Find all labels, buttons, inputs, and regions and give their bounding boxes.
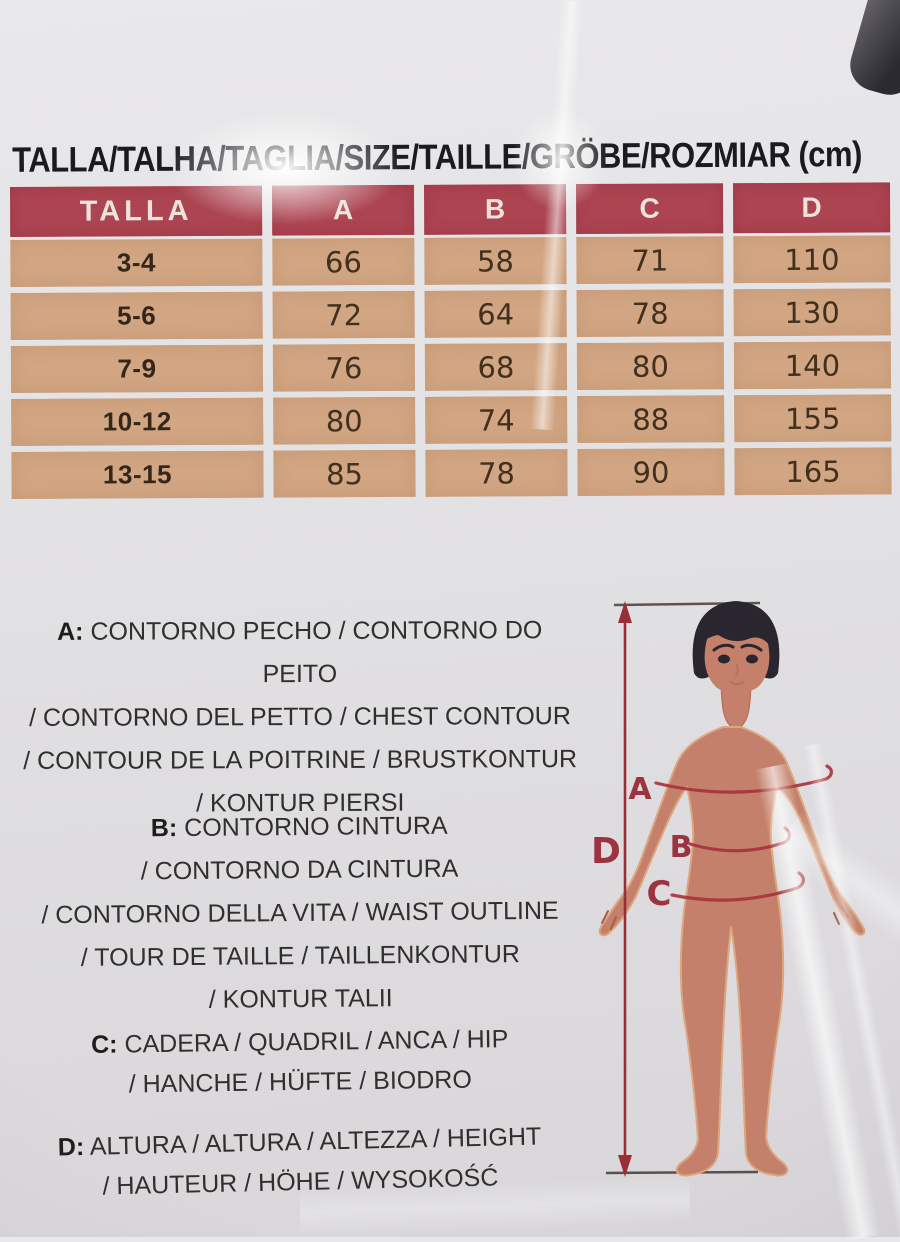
table-cell: 88	[577, 395, 725, 444]
table-header-a: A	[271, 184, 415, 236]
size-cell: 13-15	[11, 450, 264, 499]
figure-fringe	[701, 611, 773, 649]
measurement-figure: A B C D	[590, 577, 890, 1237]
legend-section-b: B: CONTORNO CINTURA / CONTORNO DA CINTUR…	[19, 804, 581, 1024]
table-cell: 110	[733, 235, 891, 284]
table-cell: 58	[424, 237, 567, 285]
legend-line: / HANCHE / HÜFTE / BIODRO	[128, 1065, 473, 1099]
legend-letter-b: B:	[150, 814, 178, 843]
legend-line: / TOUR DE TAILLE / TAILLENKONTUR	[80, 940, 520, 972]
table-cell: 80	[273, 396, 416, 445]
height-arrow-head-top	[618, 601, 632, 623]
table-cell: 130	[733, 288, 891, 337]
legend-line: / CONTORNO DELLA VITA / WAIST OUTLINE	[41, 896, 559, 930]
size-cell: 7-9	[10, 344, 264, 393]
table-cell: 66	[272, 237, 415, 286]
legend-line: C: CADERA / QUADRIL / ANCA / HIP	[90, 1025, 509, 1059]
size-cell: 10-12	[11, 397, 264, 446]
legend-line: / CONTOUR DE LA POITRINE / BRUSTKONTUR	[23, 745, 578, 775]
waist-line-b-hook	[781, 826, 791, 845]
table-cell: 68	[424, 343, 568, 391]
size-cell: 3-4	[10, 238, 263, 287]
size-table: TALLA A B C D 3-4 66 58 71 110 5-6 72 64…	[10, 182, 892, 499]
table-header-b: B	[423, 184, 567, 235]
legend-letter-a: A:	[57, 617, 84, 646]
legend-letter-c: C:	[90, 1030, 118, 1059]
figure-label-b: B	[670, 830, 693, 865]
figure-eyebrows	[712, 643, 763, 652]
finger-lines	[601, 906, 849, 930]
height-arrow-head-bottom	[618, 1155, 632, 1177]
table-cell: 140	[733, 341, 892, 390]
legend-line: / CONTORNO DEL PETTO / CHEST CONTOUR	[29, 702, 571, 732]
legend-section-a: A: CONTORNO PECHO / CONTORNO DO PEITO / …	[20, 609, 581, 826]
figure-nose-mouth	[729, 664, 745, 686]
size-cell: 5-6	[10, 291, 263, 340]
legend-line: B: CONTORNO CINTURA	[150, 811, 448, 843]
figure-label-c: C	[647, 874, 672, 914]
figure-eye-right	[746, 654, 758, 664]
table-cell: 80	[576, 342, 725, 391]
table-cell: 155	[734, 394, 892, 443]
table-cell: 78	[425, 449, 568, 497]
legend-line: / CONTORNO DA CINTURA	[140, 854, 459, 886]
table-cell: 76	[272, 343, 416, 392]
table-cell: 71	[576, 236, 724, 285]
table-header-talla: TALLA	[10, 185, 263, 237]
hip-line-c-hook	[795, 871, 805, 890]
table-cell: 78	[576, 289, 724, 338]
table-cell: 72	[272, 290, 415, 339]
figure-svg: A B C D	[591, 601, 866, 1177]
figure-label-a: A	[628, 772, 652, 807]
chest-line-a-hook	[824, 764, 833, 781]
table-cell: 64	[424, 290, 567, 338]
figure-label-d: D	[591, 831, 621, 872]
legend-section-d: D: ALTURA / ALTURA / ALTEZZA / HEIGHT / …	[19, 1116, 581, 1209]
table-cell: 74	[425, 396, 568, 444]
table-cell: 85	[273, 449, 416, 498]
table-cell: 90	[577, 448, 725, 497]
table-header-c: C	[575, 183, 724, 235]
legend-line: A: CONTORNO PECHO / CONTORNO DO PEITO	[57, 616, 543, 689]
bag-edge	[844, 0, 900, 101]
table-header-d: D	[732, 182, 891, 234]
size-chart-title: TALLA/TALHA/TAGLIA/SIZE/TAILLE/GRÖBE/ROZ…	[12, 134, 863, 180]
legend-line: / KONTUR TALII	[208, 984, 393, 1014]
legend-letter-d: D:	[57, 1132, 85, 1162]
figure-eye-left	[718, 654, 730, 664]
legend-section-c: C: CADERA / QUADRIL / ANCA / HIP / HANCH…	[19, 1018, 580, 1106]
figure-face	[704, 633, 770, 693]
table-cell: 165	[734, 447, 892, 496]
